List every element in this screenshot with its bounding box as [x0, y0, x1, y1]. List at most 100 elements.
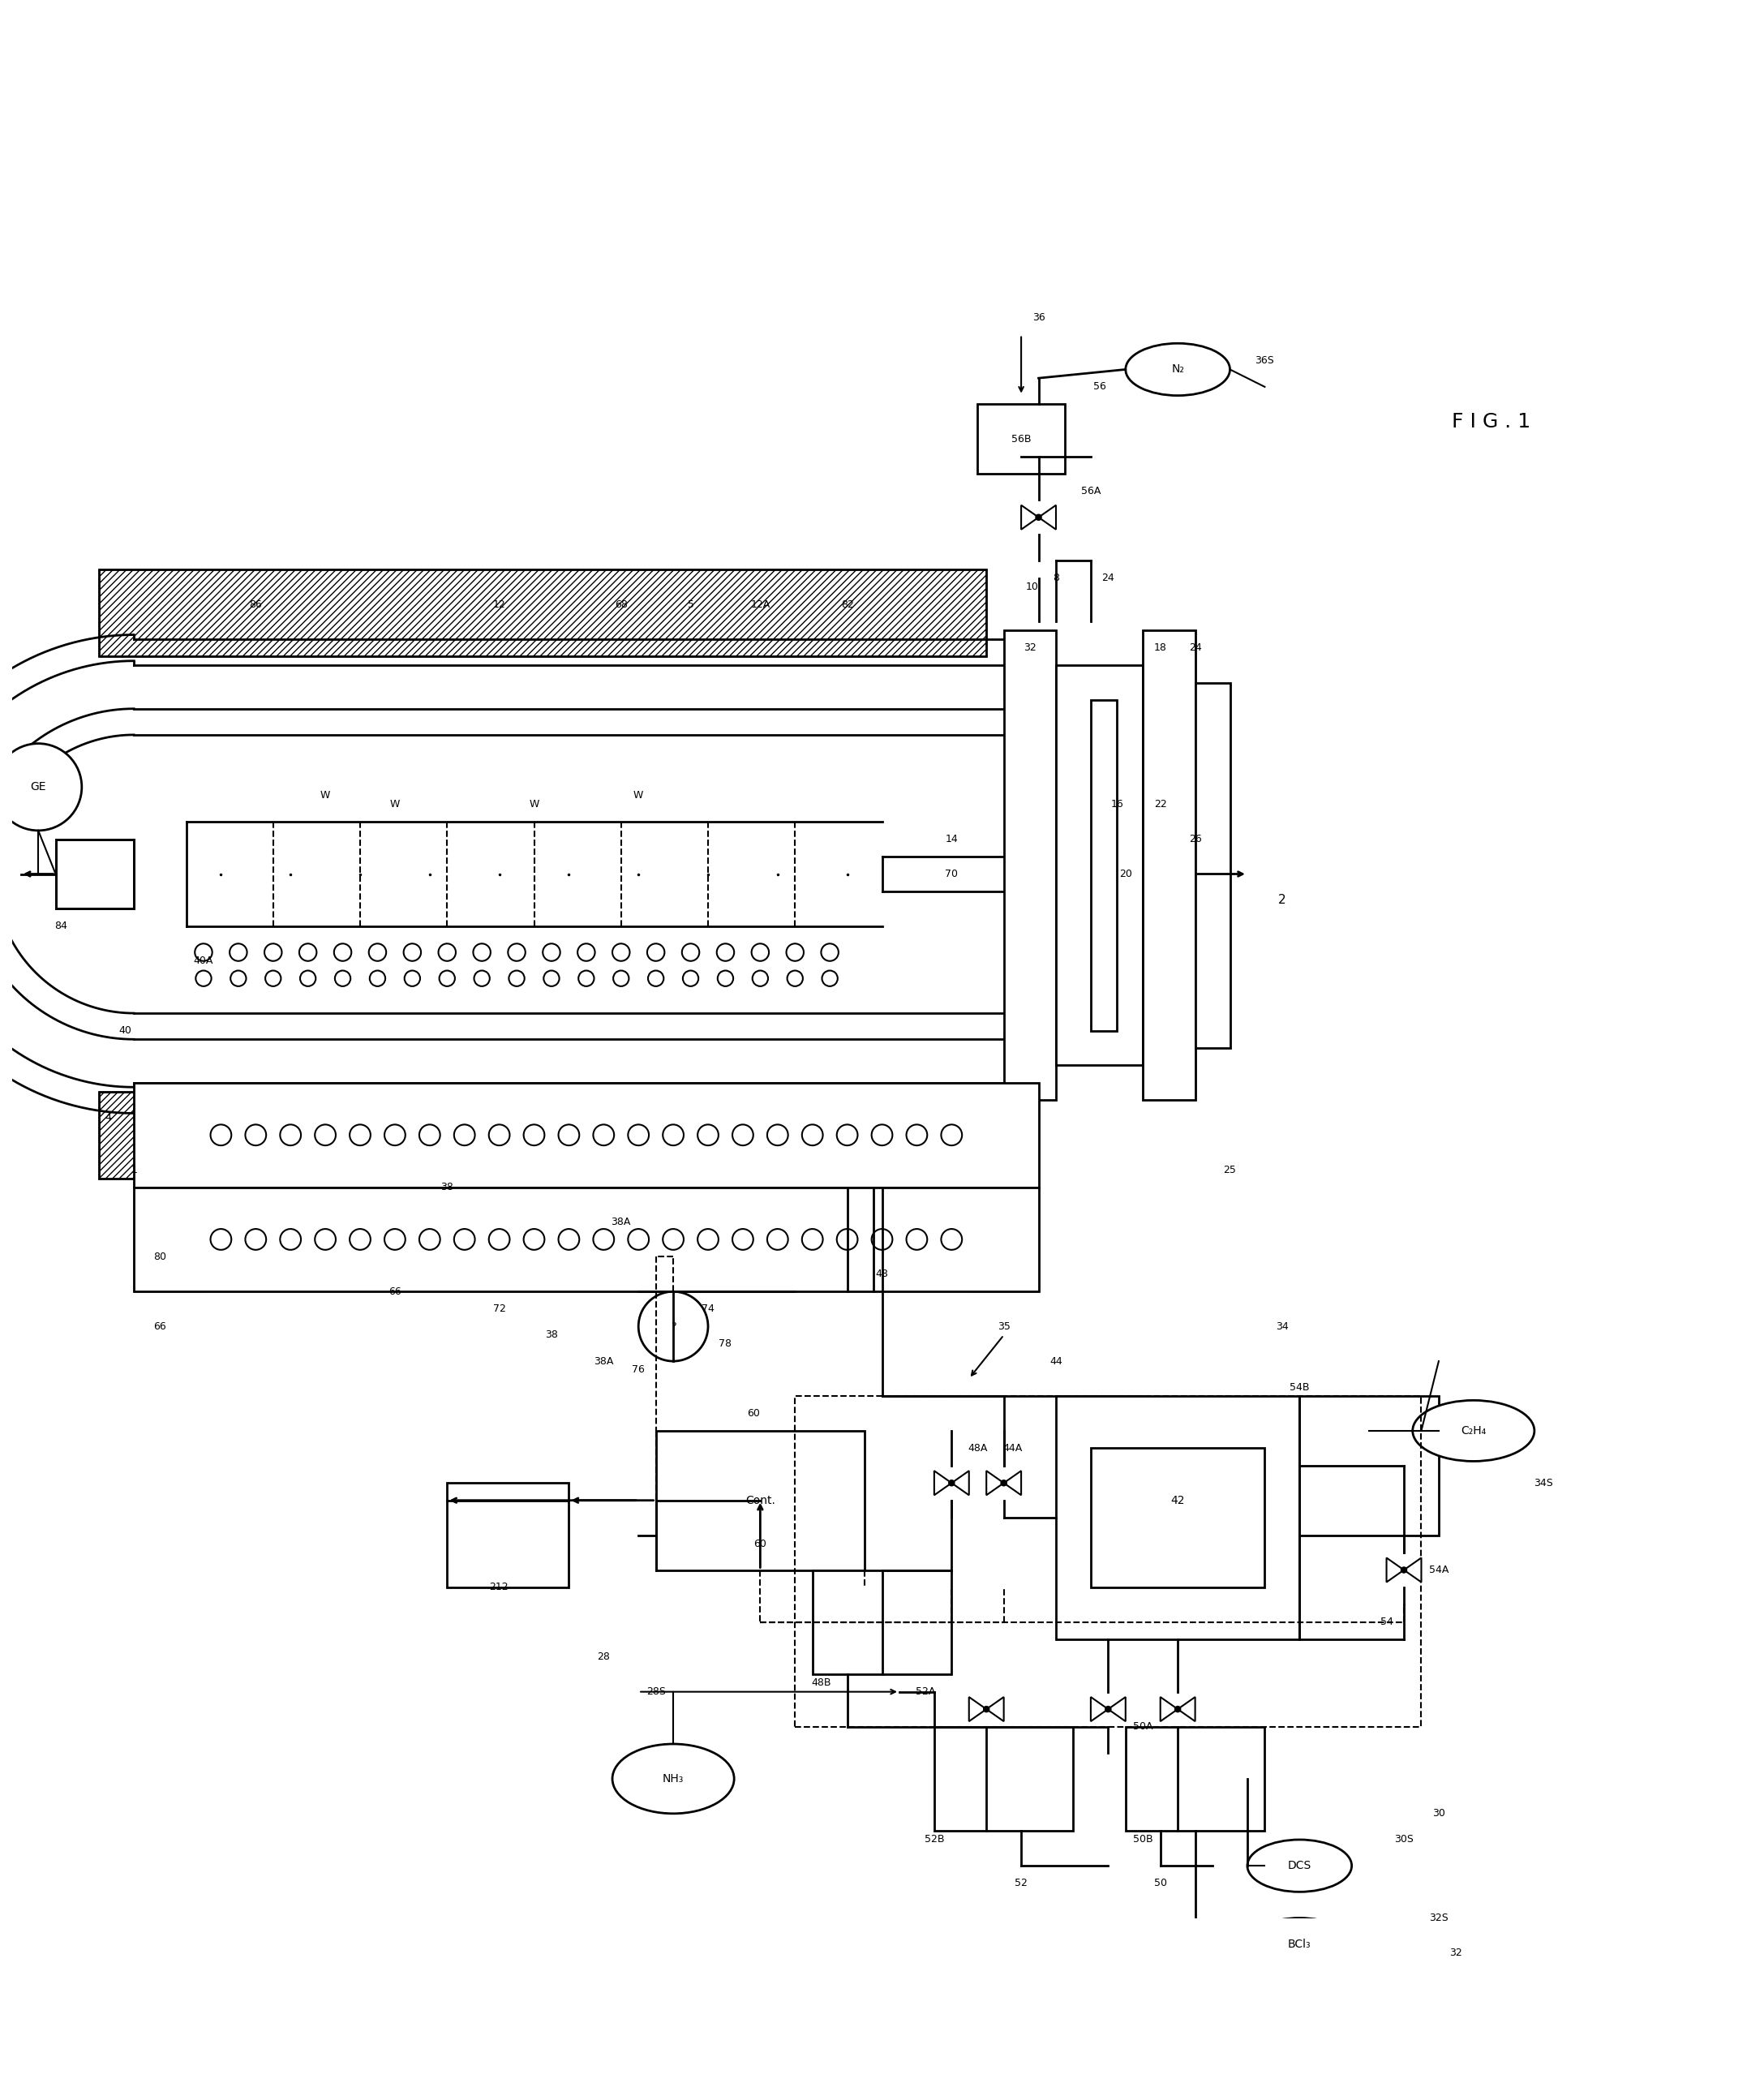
Circle shape	[194, 943, 212, 960]
Circle shape	[663, 1228, 684, 1249]
Polygon shape	[968, 1698, 986, 1721]
FancyBboxPatch shape	[1057, 1396, 1300, 1639]
Polygon shape	[1004, 1471, 1021, 1494]
Circle shape	[663, 1126, 684, 1144]
Text: 5: 5	[688, 599, 693, 610]
Circle shape	[280, 1228, 302, 1249]
Ellipse shape	[1413, 1400, 1535, 1461]
Text: 34: 34	[1275, 1320, 1288, 1331]
Text: NH₃: NH₃	[663, 1773, 684, 1784]
Text: 12: 12	[492, 599, 506, 610]
Text: 52A: 52A	[916, 1687, 935, 1698]
Text: 72: 72	[492, 1304, 506, 1314]
Text: 56B: 56B	[1011, 434, 1032, 444]
Circle shape	[333, 943, 351, 960]
Circle shape	[593, 1126, 614, 1144]
FancyBboxPatch shape	[134, 1186, 1039, 1291]
Text: 66: 66	[153, 1320, 166, 1331]
Circle shape	[245, 1126, 266, 1144]
Circle shape	[524, 1228, 545, 1249]
FancyBboxPatch shape	[1057, 664, 1143, 1065]
Polygon shape	[935, 1471, 951, 1494]
Text: 212: 212	[489, 1582, 508, 1593]
Text: 30: 30	[1432, 1809, 1445, 1819]
Circle shape	[787, 943, 804, 960]
Circle shape	[1175, 1706, 1180, 1712]
Circle shape	[370, 970, 385, 987]
Text: 30S: 30S	[1394, 1834, 1413, 1844]
Bar	[99, 1092, 986, 1178]
Text: 54A: 54A	[1429, 1566, 1448, 1576]
Text: 18: 18	[1154, 643, 1166, 654]
Circle shape	[300, 970, 316, 987]
Text: 2: 2	[1279, 895, 1286, 905]
Circle shape	[612, 943, 630, 960]
Text: 10: 10	[1025, 583, 1039, 593]
Text: 32S: 32S	[1429, 1914, 1448, 1924]
Circle shape	[628, 1126, 649, 1144]
Bar	[99, 570, 986, 656]
Polygon shape	[986, 1471, 1004, 1494]
Polygon shape	[1090, 1698, 1108, 1721]
Circle shape	[453, 1126, 475, 1144]
Text: W: W	[529, 799, 540, 809]
Circle shape	[628, 1228, 649, 1249]
Text: 48A: 48A	[968, 1442, 988, 1453]
Text: C₂H₄: C₂H₄	[1461, 1425, 1485, 1436]
Circle shape	[949, 1480, 954, 1486]
Circle shape	[349, 1228, 370, 1249]
Text: Cont.: Cont.	[744, 1494, 774, 1507]
Circle shape	[984, 1706, 990, 1712]
FancyBboxPatch shape	[1125, 1727, 1265, 1832]
Text: 20: 20	[1118, 868, 1132, 880]
Circle shape	[732, 1126, 753, 1144]
Text: 60: 60	[753, 1538, 767, 1549]
Text: 86: 86	[249, 599, 263, 610]
Ellipse shape	[612, 1744, 734, 1813]
Text: 44A: 44A	[1002, 1442, 1023, 1453]
Text: 28S: 28S	[646, 1687, 665, 1698]
Circle shape	[593, 1228, 614, 1249]
Circle shape	[907, 1126, 928, 1144]
Text: 12A: 12A	[750, 599, 771, 610]
Text: 38A: 38A	[594, 1356, 614, 1367]
Ellipse shape	[1247, 1918, 1351, 1970]
Text: 50: 50	[1154, 1878, 1166, 1888]
Text: 24: 24	[1189, 643, 1201, 654]
Circle shape	[245, 1228, 266, 1249]
Text: 50B: 50B	[1132, 1834, 1154, 1844]
Bar	[968, 1084, 1039, 1186]
Circle shape	[210, 1228, 231, 1249]
FancyBboxPatch shape	[1004, 631, 1057, 1100]
Circle shape	[453, 1228, 475, 1249]
Circle shape	[314, 1228, 335, 1249]
Polygon shape	[1404, 1557, 1422, 1582]
Circle shape	[473, 943, 490, 960]
Bar	[134, 1084, 203, 1186]
Circle shape	[1002, 1480, 1007, 1486]
Polygon shape	[986, 1698, 1004, 1721]
Text: 36: 36	[1032, 312, 1044, 323]
Text: 1: 1	[131, 1165, 138, 1176]
FancyBboxPatch shape	[1090, 700, 1117, 1031]
Circle shape	[836, 1126, 857, 1144]
Text: 34S: 34S	[1533, 1478, 1552, 1488]
Circle shape	[751, 943, 769, 960]
Circle shape	[683, 970, 699, 987]
Circle shape	[614, 970, 630, 987]
Circle shape	[639, 1291, 707, 1360]
Text: 4: 4	[104, 1113, 111, 1123]
FancyBboxPatch shape	[1090, 1448, 1265, 1587]
Circle shape	[0, 744, 81, 830]
Text: ?: ?	[670, 1320, 676, 1331]
Text: 28: 28	[598, 1652, 610, 1662]
Text: 44: 44	[1050, 1356, 1062, 1367]
Text: 22: 22	[1154, 799, 1166, 809]
FancyBboxPatch shape	[977, 405, 1065, 474]
Circle shape	[475, 970, 490, 987]
Circle shape	[229, 943, 247, 960]
Circle shape	[647, 943, 665, 960]
Text: 66: 66	[388, 1287, 400, 1297]
Text: 16: 16	[1111, 799, 1124, 809]
Circle shape	[767, 1126, 789, 1144]
